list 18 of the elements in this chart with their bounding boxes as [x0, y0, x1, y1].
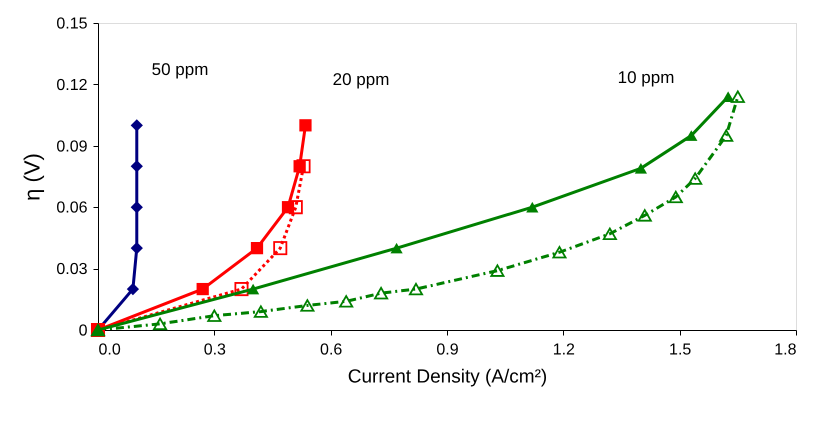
- annotation: 10 ppm: [618, 68, 674, 87]
- y-tick-label: 0.06: [56, 200, 88, 217]
- y-tick-label: 0: [78, 322, 88, 340]
- y-axis-title: η (V): [19, 153, 44, 201]
- x-tick-label: 0.0: [98, 342, 121, 358]
- x-axis-title: Current Density (A/cm²): [348, 366, 548, 388]
- x-tick-label: 1.5: [669, 342, 692, 358]
- x-tick-label: 0.9: [436, 342, 459, 358]
- annotation: 50 ppm: [152, 60, 208, 79]
- y-tick-label: 0.09: [56, 138, 88, 156]
- annotation: 20 ppm: [332, 70, 390, 89]
- x-tick-label: 0.3: [204, 342, 226, 358]
- y-tick-label: 0.15: [56, 16, 88, 32]
- x-tick-label: 0.6: [320, 342, 342, 358]
- x-tick-label: 1.2: [552, 342, 576, 358]
- x-tick-label: 1.8: [774, 342, 797, 358]
- y-tick-label: 0.03: [56, 261, 88, 278]
- y-tick-label: 0.12: [56, 76, 88, 94]
